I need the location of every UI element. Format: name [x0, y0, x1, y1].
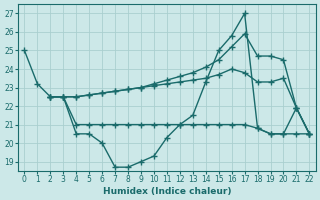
X-axis label: Humidex (Indice chaleur): Humidex (Indice chaleur) — [103, 187, 231, 196]
